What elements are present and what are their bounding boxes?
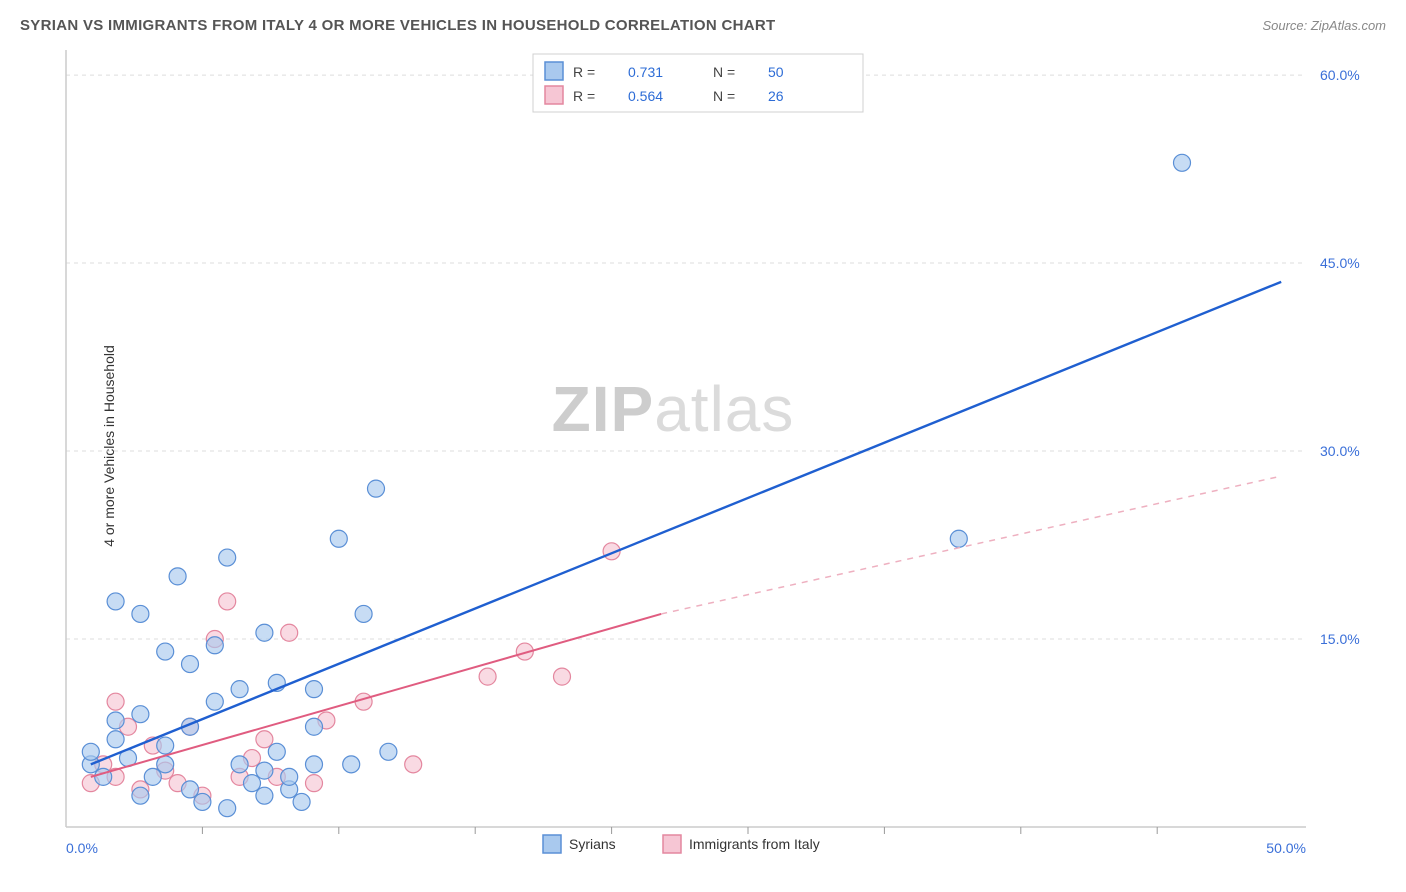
x-tick-label: 0.0%	[66, 840, 98, 856]
scatter-point-blue	[343, 756, 360, 773]
y-tick-label: 30.0%	[1320, 443, 1360, 459]
scatter-point-blue	[244, 775, 261, 792]
regression-line-pink	[91, 614, 661, 777]
regression-line-pink-extrapolated	[661, 476, 1281, 614]
scatter-point-blue	[306, 681, 323, 698]
bottom-legend-label-blue: Syrians	[569, 836, 616, 852]
scatter-point-pink	[479, 668, 496, 685]
legend-swatch-pink	[545, 86, 563, 104]
scatter-point-pink	[219, 593, 236, 610]
scatter-point-blue	[194, 793, 211, 810]
scatter-point-blue	[306, 718, 323, 735]
scatter-point-blue	[132, 706, 149, 723]
x-tick-label: 50.0%	[1266, 840, 1306, 856]
bottom-legend-label-pink: Immigrants from Italy	[689, 836, 820, 852]
legend-swatch-blue	[545, 62, 563, 80]
legend-r-label: R =	[573, 88, 595, 104]
scatter-point-blue	[206, 637, 223, 654]
scatter-point-blue	[144, 768, 161, 785]
scatter-point-pink	[306, 775, 323, 792]
scatter-point-blue	[132, 605, 149, 622]
scatter-point-blue	[206, 693, 223, 710]
scatter-point-blue	[169, 568, 186, 585]
y-tick-label: 60.0%	[1320, 67, 1360, 83]
scatter-chart-svg: 15.0% 30.0% 45.0% 60.0% 0.0% 50.0% ZIPatlas R =…	[10, 40, 1396, 882]
scatter-point-blue	[182, 656, 199, 673]
scatter-point-blue	[107, 731, 124, 748]
scatter-point-blue	[368, 480, 385, 497]
scatter-point-blue	[182, 781, 199, 798]
legend-n-blue: 50	[768, 64, 784, 80]
scatter-point-blue	[1174, 154, 1191, 171]
legend-n-pink: 26	[768, 88, 784, 104]
legend-n-label: N =	[713, 88, 735, 104]
chart-source: Source: ZipAtlas.com	[1262, 18, 1386, 33]
scatter-point-pink	[107, 693, 124, 710]
scatter-point-blue	[256, 762, 273, 779]
regression-line-blue	[91, 282, 1281, 764]
scatter-point-blue	[157, 737, 174, 754]
scatter-point-blue	[268, 743, 285, 760]
legend-n-label: N =	[713, 64, 735, 80]
scatter-point-blue	[256, 787, 273, 804]
legend-r-blue: 0.731	[628, 64, 663, 80]
legend-r-pink: 0.564	[628, 88, 663, 104]
bottom-legend-swatch-pink	[663, 835, 681, 853]
scatter-point-blue	[330, 530, 347, 547]
scatter-point-blue	[306, 756, 323, 773]
scatter-point-blue	[107, 712, 124, 729]
bottom-legend-swatch-blue	[543, 835, 561, 853]
scatter-point-blue	[219, 800, 236, 817]
legend-r-label: R =	[573, 64, 595, 80]
scatter-point-pink	[281, 624, 298, 641]
scatter-point-pink	[405, 756, 422, 773]
scatter-point-blue	[281, 768, 298, 785]
scatter-point-blue	[256, 624, 273, 641]
scatter-point-blue	[82, 743, 99, 760]
scatter-point-blue	[231, 681, 248, 698]
scatter-point-blue	[219, 549, 236, 566]
watermark: ZIPatlas	[552, 373, 795, 445]
y-tick-label: 15.0%	[1320, 631, 1360, 647]
scatter-point-pink	[256, 731, 273, 748]
scatter-point-blue	[107, 593, 124, 610]
scatter-point-blue	[231, 756, 248, 773]
chart-header: SYRIAN VS IMMIGRANTS FROM ITALY 4 OR MOR…	[0, 0, 1406, 40]
y-tick-label: 45.0%	[1320, 255, 1360, 271]
scatter-point-blue	[380, 743, 397, 760]
scatter-point-blue	[157, 643, 174, 660]
scatter-point-blue	[293, 793, 310, 810]
scatter-point-blue	[132, 787, 149, 804]
chart-area: 15.0% 30.0% 45.0% 60.0% 0.0% 50.0% ZIPatlas R =…	[10, 40, 1396, 882]
scatter-point-blue	[355, 605, 372, 622]
scatter-point-blue	[950, 530, 967, 547]
scatter-point-blue	[157, 756, 174, 773]
scatter-point-pink	[554, 668, 571, 685]
chart-title: SYRIAN VS IMMIGRANTS FROM ITALY 4 OR MOR…	[20, 17, 775, 34]
